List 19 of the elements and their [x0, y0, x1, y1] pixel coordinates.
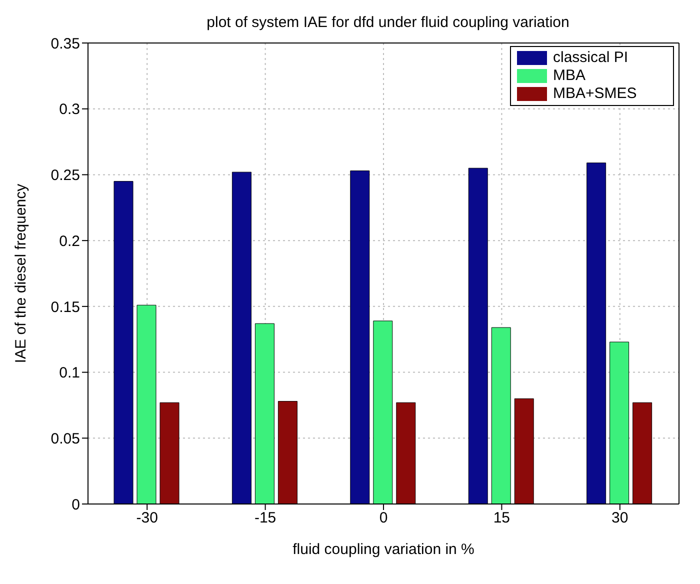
chart-title: plot of system IAE for dfd under fluid coupling variation	[206, 14, 570, 31]
x-tick-label: 15	[493, 510, 510, 527]
legend-label: MBA	[553, 67, 586, 85]
y-tick-label: 0.1	[59, 364, 80, 382]
y-tick-label: 0.25	[50, 167, 80, 184]
legend-label: classical PI	[553, 49, 628, 67]
y-tick-label: 0.35	[50, 35, 80, 52]
y-tick-label: 0	[72, 496, 80, 514]
y-tick-label: 0.15	[50, 298, 80, 316]
x-tick-label: 30	[612, 510, 628, 527]
x-axis-title: fluid coupling variation in %	[292, 541, 474, 558]
x-tick-label: -30	[136, 510, 158, 527]
legend-label: MBA+SMES	[553, 85, 637, 103]
y-tick-label: 0.2	[59, 232, 80, 250]
y-axis-title: IAE of the diesel frequency	[12, 183, 30, 364]
x-tick-label: 0	[379, 510, 388, 527]
y-tick-label: 0.3	[59, 101, 80, 118]
y-tick-label: 0.05	[50, 430, 80, 448]
x-tick-label: -15	[254, 510, 276, 527]
